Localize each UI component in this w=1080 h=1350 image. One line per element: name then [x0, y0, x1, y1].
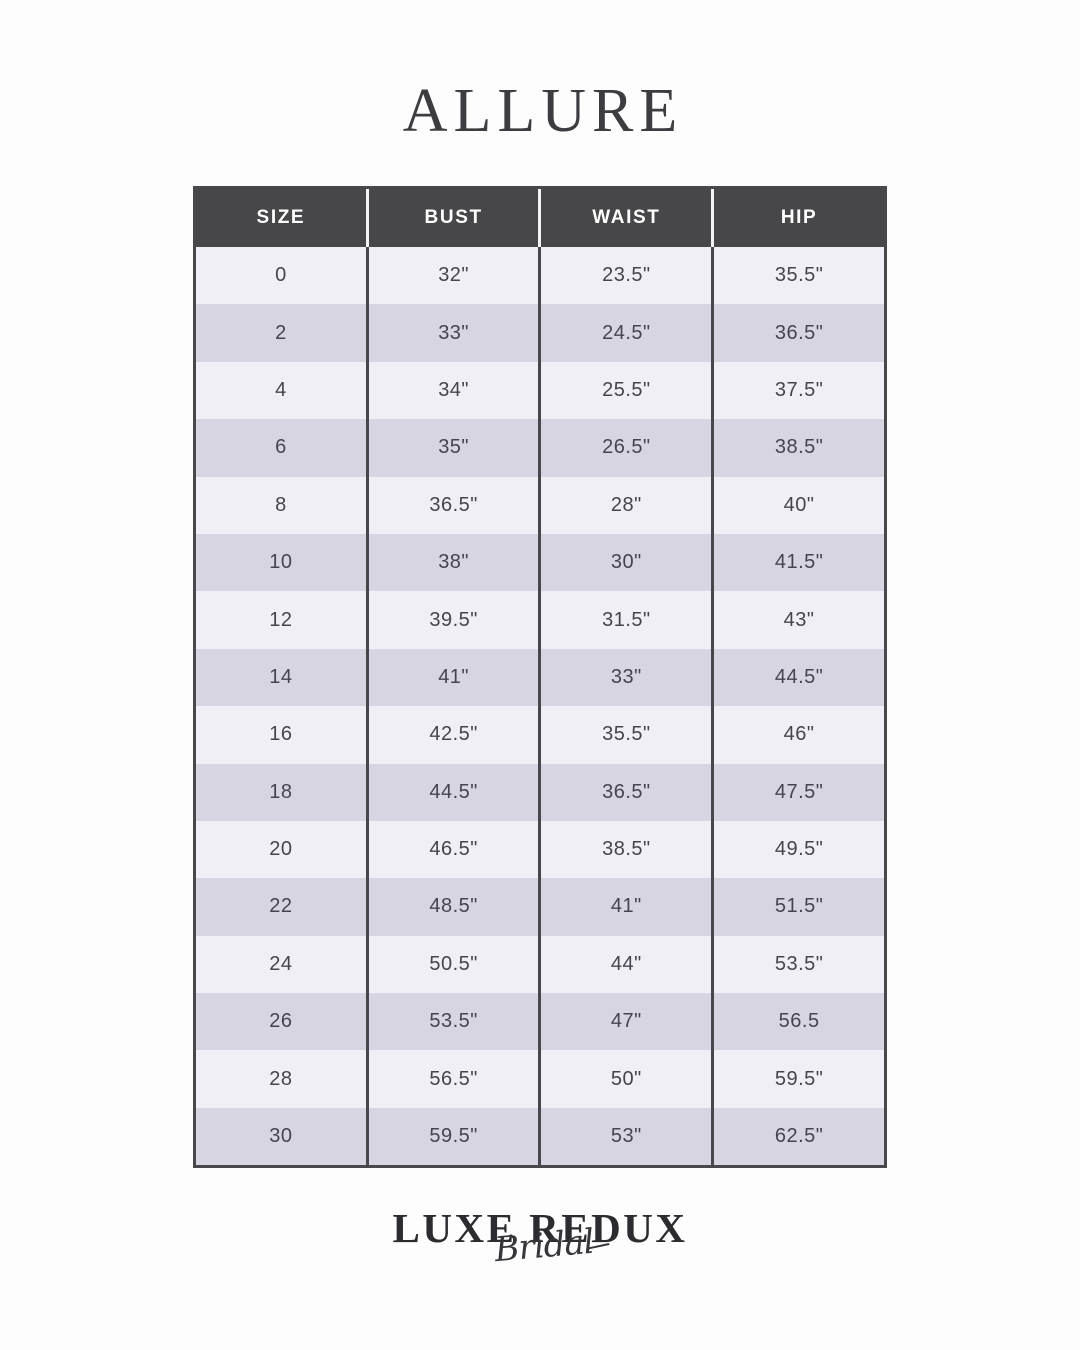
cell-size: 28: [196, 1050, 369, 1108]
cell-hip: 59.5": [712, 1050, 884, 1108]
cell-bust: 50.5": [367, 935, 542, 994]
cell-waist: 24.5": [539, 304, 715, 362]
cell-bust: 42.5": [367, 706, 542, 764]
logo-script-bridal: Bridal: [492, 1221, 596, 1271]
cell-waist: 53": [539, 1107, 715, 1166]
table-row: 16 42.5" 35.5" 46": [196, 706, 884, 764]
size-chart-table: SIZE BUST WAIST HIP 0 32" 23.5" 35.5" 2 33" 24…: [196, 189, 884, 1166]
size-chart-table-container: SIZE BUST WAIST HIP 0 32" 23.5" 35.5" 2 33" 24…: [193, 186, 887, 1169]
cell-hip: 40": [712, 476, 884, 534]
cell-size: 30: [196, 1107, 369, 1166]
column-header-bust: BUST: [367, 189, 542, 247]
cell-waist: 28": [539, 476, 715, 534]
cell-waist: 38.5": [539, 820, 715, 879]
column-header-size: SIZE: [196, 189, 369, 247]
cell-hip: 44.5": [712, 648, 884, 707]
cell-bust: 41": [367, 648, 542, 707]
cell-size: 16: [196, 706, 369, 764]
page-title: ALLURE: [402, 77, 684, 145]
brand-footer-logo: LUXE REDUX Bridal: [0, 1208, 1080, 1271]
table-row: 12 39.5" 31.5" 43": [196, 591, 884, 649]
cell-waist: 30": [539, 533, 715, 592]
cell-bust: 38": [367, 533, 542, 592]
cell-size: 20: [196, 820, 369, 879]
column-header-waist: WAIST: [539, 189, 715, 247]
cell-hip: 46": [712, 706, 884, 764]
table-row: 18 44.5" 36.5" 47.5": [196, 763, 884, 821]
cell-size: 14: [196, 648, 369, 707]
cell-hip: 49.5": [712, 820, 884, 879]
cell-bust: 44.5": [367, 763, 542, 821]
cell-waist: 44": [539, 935, 715, 994]
cell-waist: 33": [539, 648, 715, 707]
cell-hip: 51.5": [712, 878, 884, 936]
table-row: 20 46.5" 38.5" 49.5": [196, 820, 884, 879]
table-row: 14 41" 33" 44.5": [196, 648, 884, 707]
table-row: 28 56.5" 50" 59.5": [196, 1050, 884, 1108]
table-row: 10 38" 30" 41.5": [196, 533, 884, 592]
cell-waist: 41": [539, 878, 715, 936]
cell-hip: 56.5: [712, 993, 884, 1051]
table-row: 8 36.5" 28" 40": [196, 476, 884, 534]
cell-waist: 26.5": [539, 419, 715, 477]
cell-hip: 62.5": [712, 1107, 884, 1166]
cell-bust: 56.5": [367, 1050, 542, 1108]
cell-bust: 34": [367, 361, 542, 420]
table-row: 24 50.5" 44" 53.5": [196, 935, 884, 994]
cell-size: 18: [196, 763, 369, 821]
cell-bust: 36.5": [367, 476, 542, 534]
table-row: 0 32" 23.5" 35.5": [196, 247, 884, 305]
table-row: 22 48.5" 41" 51.5": [196, 878, 884, 936]
table-row: 2 33" 24.5" 36.5": [196, 304, 884, 362]
cell-size: 24: [196, 935, 369, 994]
table-row: 26 53.5" 47" 56.5: [196, 993, 884, 1051]
cell-size: 22: [196, 878, 369, 936]
cell-bust: 46.5": [367, 820, 542, 879]
cell-hip: 47.5": [712, 763, 884, 821]
table-body: 0 32" 23.5" 35.5" 2 33" 24.5" 36.5" 4 34" 25.5" 37.…: [196, 247, 884, 1166]
cell-size: 2: [196, 304, 369, 362]
cell-bust: 35": [367, 419, 542, 477]
table-row: 6 35" 26.5" 38.5": [196, 419, 884, 477]
cell-waist: 25.5": [539, 361, 715, 420]
cell-waist: 31.5": [539, 591, 715, 649]
cell-size: 12: [196, 591, 369, 649]
cell-hip: 37.5": [712, 361, 884, 420]
cell-size: 4: [196, 361, 369, 420]
cell-size: 6: [196, 419, 369, 477]
cell-size: 26: [196, 993, 369, 1051]
cell-bust: 59.5": [367, 1107, 542, 1166]
cell-bust: 33": [367, 304, 542, 362]
cell-waist: 50": [539, 1050, 715, 1108]
cell-waist: 47": [539, 993, 715, 1051]
cell-hip: 41.5": [712, 533, 884, 592]
cell-bust: 32": [367, 247, 542, 305]
cell-bust: 53.5": [367, 993, 542, 1051]
cell-size: 0: [196, 247, 369, 305]
table-row: 4 34" 25.5" 37.5": [196, 361, 884, 420]
cell-hip: 38.5": [712, 419, 884, 477]
cell-hip: 35.5": [712, 247, 884, 305]
cell-waist: 36.5": [539, 763, 715, 821]
cell-hip: 43": [712, 591, 884, 649]
cell-bust: 48.5": [367, 878, 542, 936]
logo-stack: LUXE REDUX Bridal: [393, 1208, 688, 1271]
cell-hip: 36.5": [712, 304, 884, 362]
cell-waist: 23.5": [539, 247, 715, 305]
cell-size: 8: [196, 476, 369, 534]
table-header-row: SIZE BUST WAIST HIP: [196, 189, 884, 247]
table-header: SIZE BUST WAIST HIP: [196, 189, 884, 247]
table-row: 30 59.5" 53" 62.5": [196, 1107, 884, 1166]
cell-hip: 53.5": [712, 935, 884, 994]
column-header-hip: HIP: [712, 189, 884, 247]
cell-bust: 39.5": [367, 591, 542, 649]
cell-waist: 35.5": [539, 706, 715, 764]
cell-size: 10: [196, 533, 369, 592]
